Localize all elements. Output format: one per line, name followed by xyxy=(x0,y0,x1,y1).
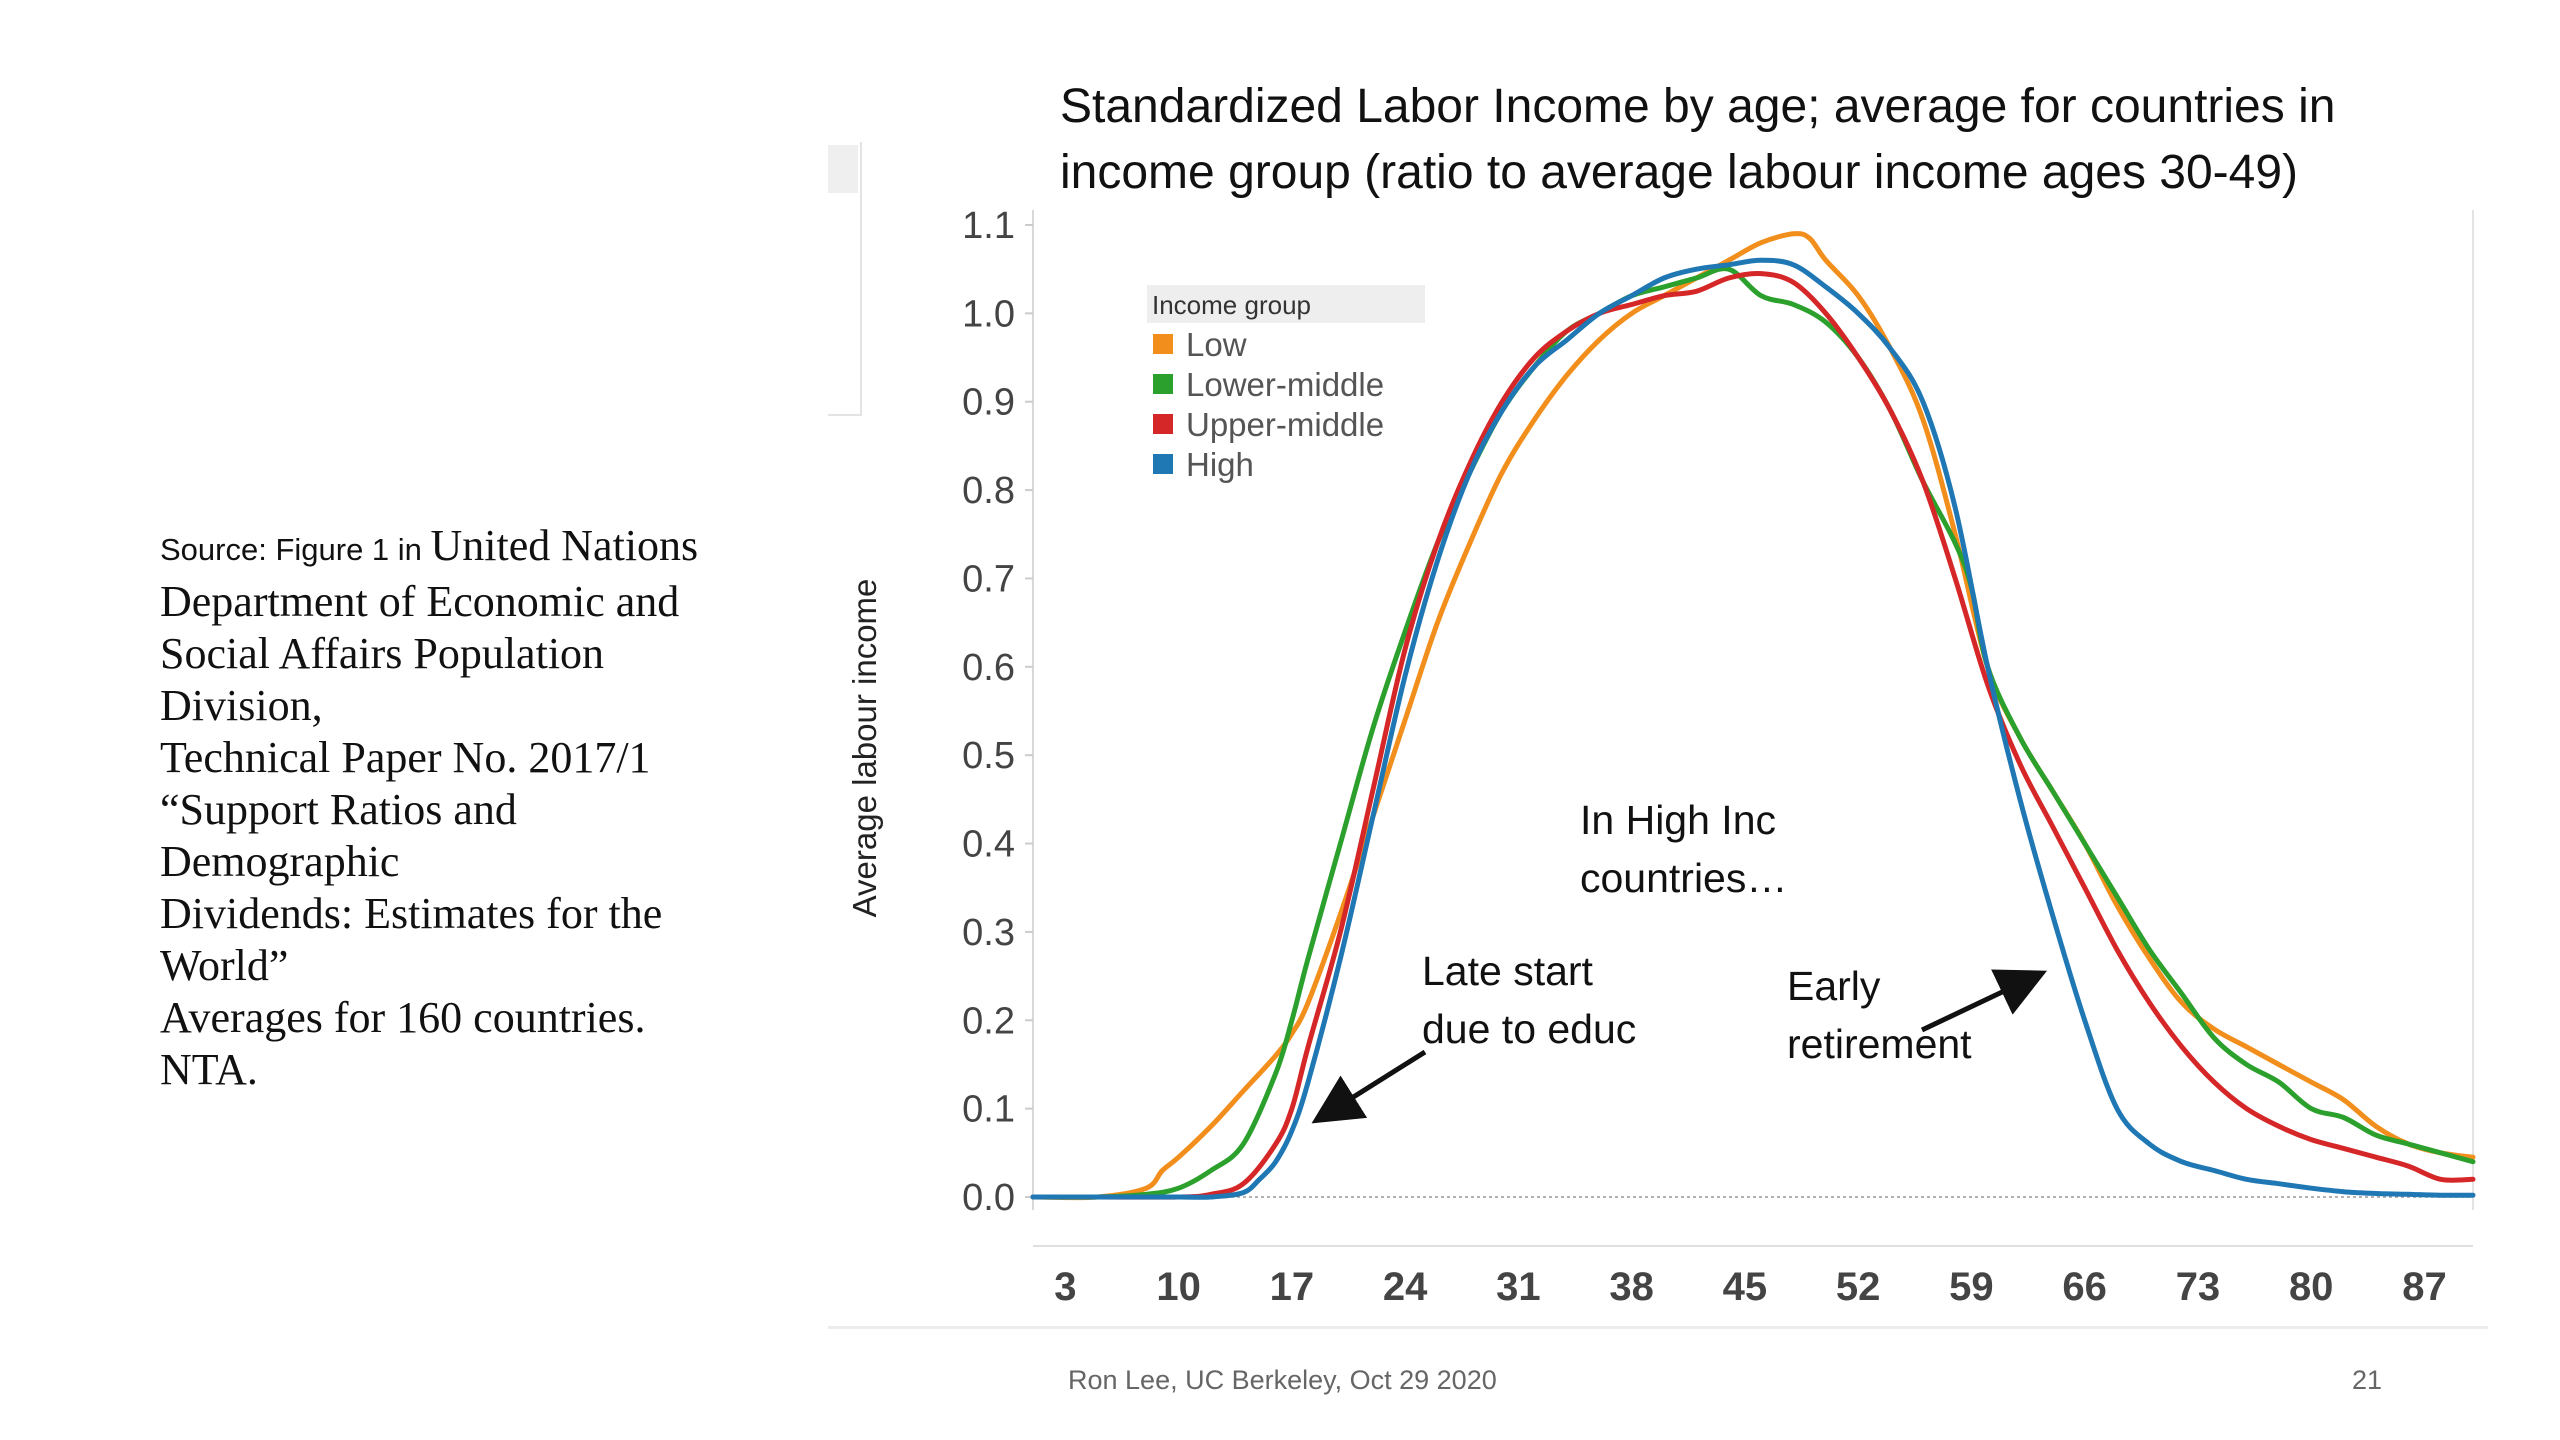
source-citation: Source: Figure 1 in United Nations Depar… xyxy=(160,520,780,1096)
legend-label: Low xyxy=(1186,326,1247,363)
y-tick-label: 0.5 xyxy=(962,735,1015,777)
series-line-lower-middle xyxy=(1030,266,2476,1200)
source-line: Averages for 160 countries. xyxy=(160,993,646,1042)
legend-label: High xyxy=(1186,446,1254,483)
legend-swatch xyxy=(1153,414,1173,434)
legend-title: Income group xyxy=(1152,290,1311,320)
legend-swatch xyxy=(1153,454,1173,474)
x-tick-label: 80 xyxy=(2289,1265,2334,1309)
source-line: “Support Ratios and xyxy=(160,785,517,834)
annotation-late-start-line1: Late start xyxy=(1422,948,1594,994)
x-tick-label: 87 xyxy=(2402,1265,2447,1309)
series-lines xyxy=(1030,231,2476,1201)
source-line: Division, xyxy=(160,681,323,730)
source-line: World” xyxy=(160,941,289,990)
x-tick-label: 31 xyxy=(1496,1265,1541,1309)
annotation-high-inc-line1: In High Inc xyxy=(1580,797,1776,843)
x-tick-label: 24 xyxy=(1383,1265,1428,1309)
footer-author: Ron Lee, UC Berkeley, Oct 29 2020 xyxy=(1068,1365,1497,1395)
x-tick-label: 3 xyxy=(1054,1265,1076,1309)
arrow-early-retirement xyxy=(1920,969,2048,1033)
page-number: 21 xyxy=(2352,1365,2383,1395)
source-line: Technical Paper No. 2017/1 xyxy=(160,733,651,782)
annotation-early-ret-line1: Early xyxy=(1787,963,1881,1009)
source-line: Department of Economic and xyxy=(160,577,680,626)
legend-label: Upper-middle xyxy=(1186,406,1384,443)
x-tick-label: 38 xyxy=(1609,1265,1654,1309)
source-org: United Nations xyxy=(430,521,699,570)
annotation-late-start-line2: due to educ xyxy=(1422,1006,1636,1052)
x-tick-label: 52 xyxy=(1836,1265,1881,1309)
annotation-high-inc-line2: countries… xyxy=(1580,855,1787,901)
series-line-low xyxy=(1030,231,2476,1201)
x-tick-label: 66 xyxy=(2062,1265,2107,1309)
chart-title-line: income group (ratio to average labour in… xyxy=(1060,146,2299,199)
y-axis-label: Average labour income xyxy=(846,579,883,918)
x-tick-label: 10 xyxy=(1156,1265,1201,1309)
series-line-high xyxy=(1030,257,2476,1200)
y-tick-label: 0.1 xyxy=(962,1089,1015,1131)
plot-area xyxy=(1033,210,2473,1210)
chart-title-line: Standardized Labor Income by age; averag… xyxy=(1060,80,2336,133)
annotation-early-ret-line2: retirement xyxy=(1787,1021,1972,1067)
x-ticks: 3 10 17 24 31 38 45 52 59 66 73 80 87 xyxy=(1054,1265,2446,1309)
panel-shade xyxy=(828,145,858,193)
y-tick-label: 0.3 xyxy=(962,912,1015,954)
x-tick-label: 73 xyxy=(2176,1265,2221,1309)
legend: Income group LowLower-middleUpper-middle… xyxy=(1147,285,1425,483)
y-ticks: 0.0 0.1 0.2 0.3 0.4 0.5 0.6 0.7 0.8 0.9 1.0 1.1 xyxy=(962,205,1033,1219)
chart-title: Standardized Labor Income by age; averag… xyxy=(1060,74,2520,206)
source-line: Demographic xyxy=(160,837,400,886)
legend-swatch xyxy=(1153,334,1173,354)
source-line: NTA. xyxy=(160,1045,258,1094)
source-line: Social Affairs Population xyxy=(160,629,605,678)
divider xyxy=(828,1326,2488,1329)
y-tick-label: 0.0 xyxy=(962,1177,1015,1219)
x-tick-label: 17 xyxy=(1270,1265,1315,1309)
x-tick-label: 45 xyxy=(1723,1265,1768,1309)
source-first-line: Source: Figure 1 in United Nations xyxy=(160,520,780,576)
y-tick-label: 1.0 xyxy=(962,293,1015,335)
y-tick-label: 0.2 xyxy=(962,1000,1015,1042)
legend-title-bg xyxy=(1147,285,1425,323)
legend-swatch xyxy=(1153,374,1173,394)
y-tick-label: 0.6 xyxy=(962,647,1015,689)
panel-frame xyxy=(828,142,862,416)
source-prefix: Source: Figure 1 in xyxy=(160,532,431,567)
y-tick-label: 1.1 xyxy=(962,205,1015,247)
series-line-upper-middle xyxy=(1030,270,2476,1200)
y-tick-label: 0.4 xyxy=(962,824,1015,866)
legend-label: Lower-middle xyxy=(1186,366,1384,403)
y-tick-label: 0.8 xyxy=(962,470,1015,512)
y-tick-label: 0.9 xyxy=(962,382,1015,424)
arrow-late-start xyxy=(1311,1049,1427,1124)
x-tick-label: 59 xyxy=(1949,1265,1994,1309)
y-tick-label: 0.7 xyxy=(962,558,1015,600)
source-line: Dividends: Estimates for the xyxy=(160,889,663,938)
